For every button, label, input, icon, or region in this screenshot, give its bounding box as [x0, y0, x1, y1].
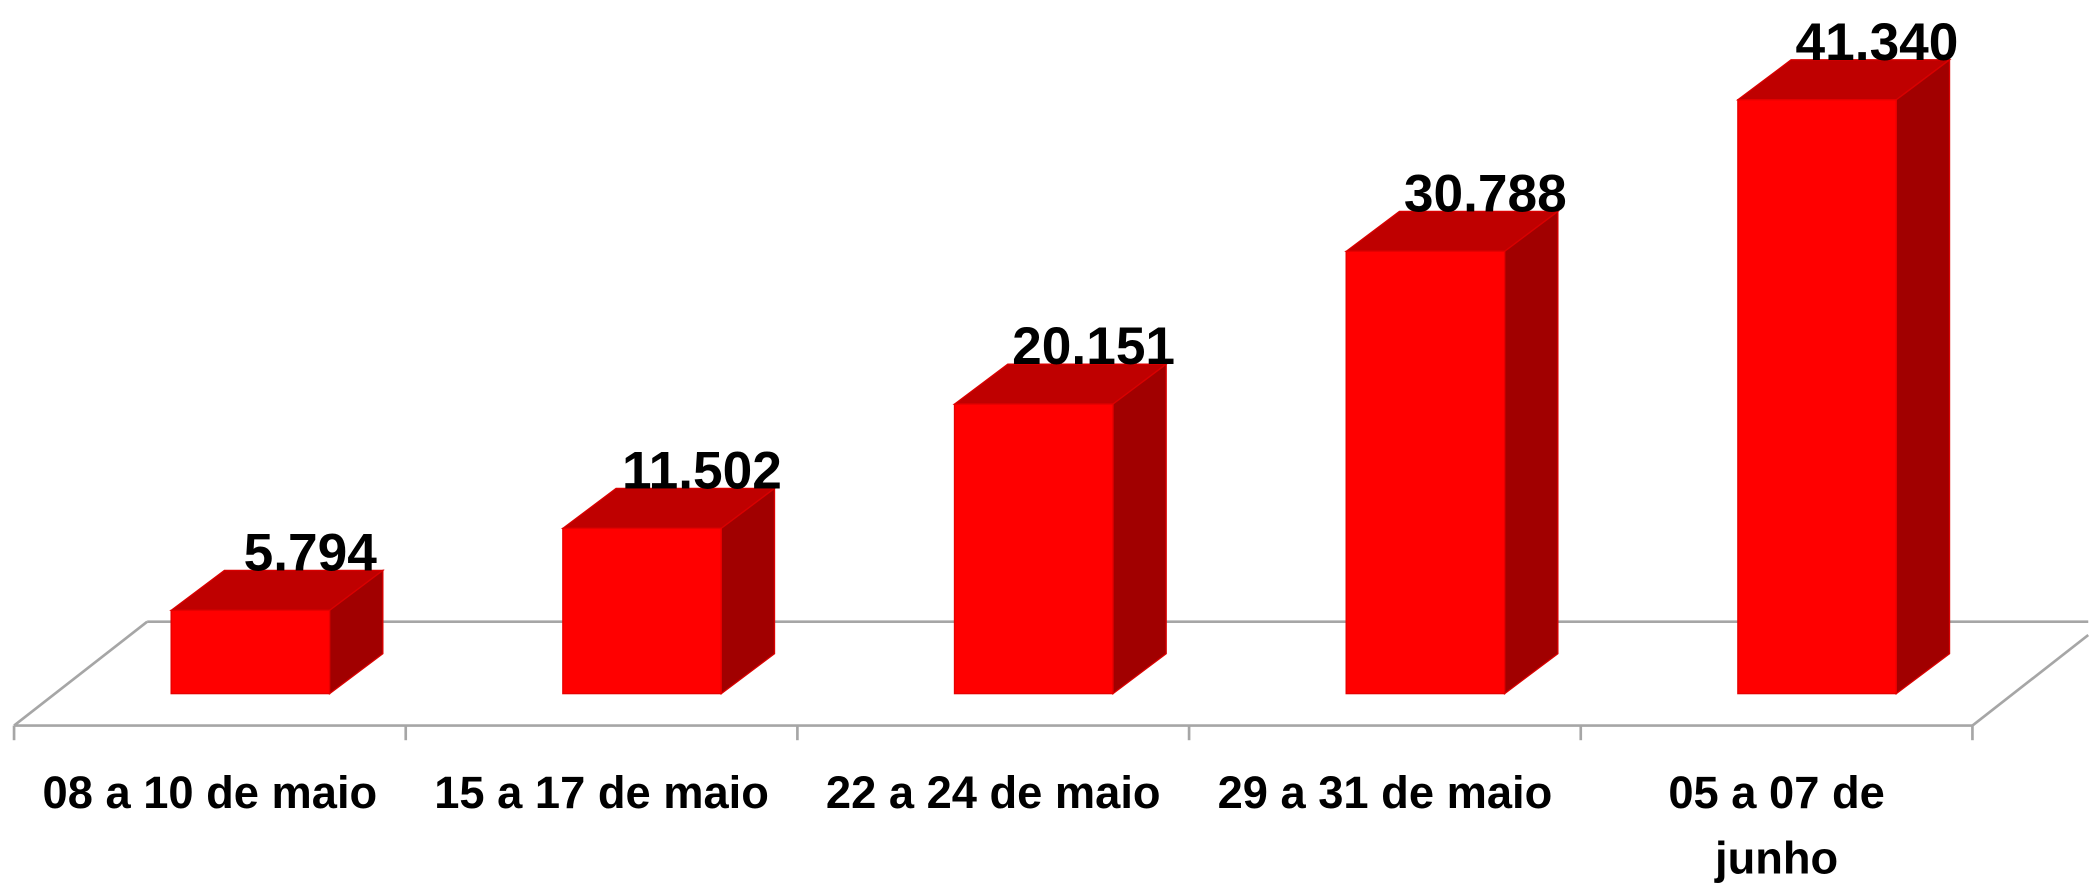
- bar-side: [1112, 362, 1167, 695]
- x-label-box: 05 a 07 de junho: [1668, 768, 1885, 884]
- bar: [1735, 58, 1952, 695]
- bar-front: [1737, 99, 1897, 695]
- floor-edge: [1971, 633, 2089, 727]
- x-label-box: 08 a 10 de maio: [42, 768, 378, 819]
- bar: [560, 487, 777, 695]
- floor-edge: [13, 620, 149, 727]
- bar-side: [1895, 58, 1951, 695]
- x-label-box: 15 a 17 de maio: [434, 768, 769, 819]
- x-tick-label: 05 a 07 de junho: [1668, 768, 1885, 884]
- x-tick-label: 08 a 10 de maio: [42, 768, 378, 819]
- bar-front: [1345, 250, 1506, 695]
- bar: [169, 569, 385, 695]
- data-label: 5.794: [244, 523, 378, 582]
- bar-front: [562, 527, 722, 695]
- bar: [952, 362, 1169, 695]
- bar-side: [1503, 210, 1559, 695]
- x-tick-label: 22 a 24 de maio: [825, 768, 1161, 819]
- bar-front: [170, 609, 331, 695]
- x-label-box: 22 a 24 de maio: [825, 768, 1161, 819]
- x-tick-label: 29 a 31 de maio: [1217, 768, 1553, 819]
- bar: [1344, 210, 1560, 695]
- data-label: 11.502: [622, 441, 782, 500]
- data-label: 20.151: [1012, 317, 1175, 376]
- data-label: 30.788: [1404, 164, 1567, 223]
- x-label-box: 29 a 31 de maio: [1217, 768, 1553, 819]
- x-tick-label: 15 a 17 de maio: [434, 768, 769, 819]
- bar-front: [953, 403, 1114, 695]
- data-label: 41.340: [1796, 13, 1959, 72]
